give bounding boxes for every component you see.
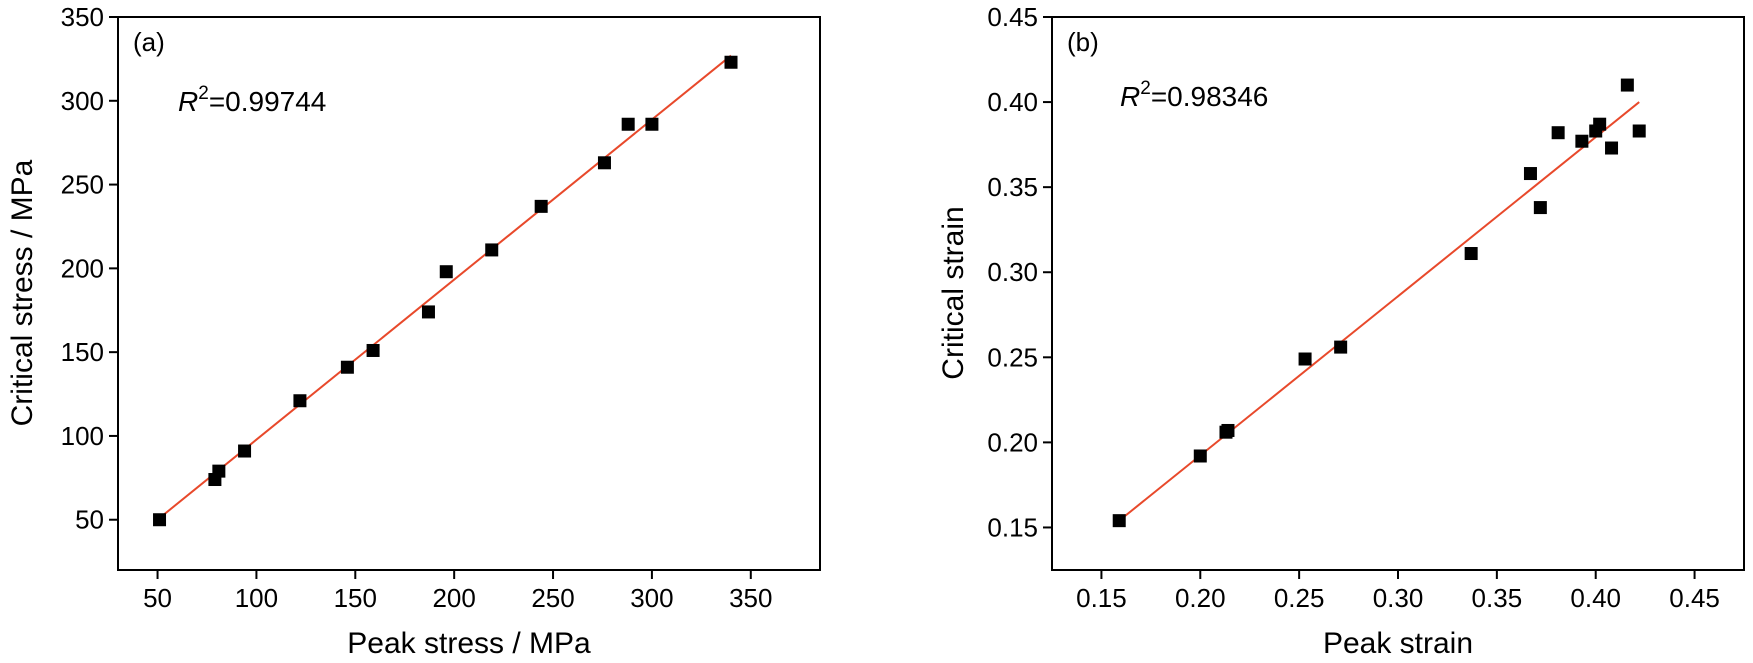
panel-a-fit-line xyxy=(158,54,732,519)
panel-b-data-point xyxy=(1620,78,1634,92)
panel-b-data-point xyxy=(1112,514,1126,528)
panel-a-r-exponent: 2 xyxy=(198,83,209,104)
panel-b-data-point xyxy=(1464,247,1478,261)
panel-b-y-tick-label: 0.40 xyxy=(987,87,1038,117)
panel-b-data-point xyxy=(1193,449,1207,463)
panel-a-r-value: =0.99744 xyxy=(209,86,327,117)
panel-b-data-point xyxy=(1523,167,1537,181)
panel-b-data-point xyxy=(1221,423,1235,437)
panel-b-x-axis-title: Peak strain xyxy=(1323,627,1473,660)
panel-b-data-point xyxy=(1551,126,1565,140)
panel-a-data-point xyxy=(439,265,453,279)
panel-a-x-tick-label: 150 xyxy=(334,583,377,613)
panel-a-data-point xyxy=(534,199,548,213)
panel-b-y-tick-label: 0.35 xyxy=(987,172,1038,202)
panel-a-stress: 50 100 150 200 250 300 350 50 100 150 200 250 300 35… xyxy=(6,2,821,660)
panel-b-r-symbol: R xyxy=(1120,81,1140,112)
panel-b-data-point xyxy=(1605,141,1619,155)
panel-a-y-tick-label: 100 xyxy=(61,421,104,451)
panel-a-x-tick-label: 350 xyxy=(729,583,772,613)
panel-a-y-axis-title: Critical stress / MPa xyxy=(6,159,39,426)
panel-b-data-point xyxy=(1298,352,1312,366)
panel-a-data-point xyxy=(212,464,226,478)
panel-a-data-point xyxy=(366,343,380,357)
panel-a-x-ticks: 50 100 150 200 250 300 350 xyxy=(143,570,772,613)
panel-b-data-point xyxy=(1334,340,1348,354)
panel-b-strain: 0.15 0.20 0.25 0.30 0.35 0.40 0.45 0.15 0.20 0.2… xyxy=(937,2,1745,660)
panel-a-x-tick-label: 50 xyxy=(143,583,172,613)
panel-b-x-tick-label: 0.30 xyxy=(1373,583,1424,613)
panel-a-y-tick-label: 300 xyxy=(61,86,104,116)
panel-b-r-squared: R2=0.98346 xyxy=(1120,78,1268,112)
panel-b-data-point xyxy=(1533,201,1547,215)
panel-a-fit-line-layer xyxy=(158,54,732,519)
panel-a-data-point xyxy=(238,444,252,458)
panel-a-y-tick-label: 200 xyxy=(61,253,104,283)
panel-b-data-point xyxy=(1575,134,1589,148)
panel-a-x-tick-label: 200 xyxy=(432,583,475,613)
panel-a-y-ticks: 50 100 150 200 250 300 350 xyxy=(61,2,118,535)
panel-b-y-tick-label: 0.25 xyxy=(987,342,1038,372)
panel-a-plot-frame xyxy=(117,16,821,571)
panel-a-data-point xyxy=(485,243,499,257)
panel-a-data-point xyxy=(340,360,354,374)
panel-a-data-point xyxy=(421,305,435,319)
panel-b-x-ticks: 0.15 0.20 0.25 0.30 0.35 0.40 0.45 xyxy=(1076,570,1720,613)
panel-b-y-axis-title: Critical strain xyxy=(937,206,970,379)
panel-a-y-tick-label: 250 xyxy=(61,170,104,200)
panel-b-y-ticks: 0.15 0.20 0.25 0.30 0.35 0.40 0.45 xyxy=(987,2,1052,542)
panel-a-r-symbol: R xyxy=(178,86,198,117)
panel-b-x-tick-label: 0.40 xyxy=(1570,583,1621,613)
panel-b-r-value: =0.98346 xyxy=(1151,81,1269,112)
panel-a-points-layer xyxy=(153,55,738,527)
panel-b-x-tick-label: 0.20 xyxy=(1175,583,1226,613)
panel-a-x-tick-label: 100 xyxy=(235,583,278,613)
panel-b-data-point xyxy=(1632,124,1646,138)
panel-a-label: (a) xyxy=(133,27,165,57)
panel-a-r-squared: R2=0.99744 xyxy=(178,83,326,117)
panel-a-y-tick-label: 50 xyxy=(75,505,104,535)
panel-a-data-point xyxy=(724,55,738,69)
panel-b-data-point xyxy=(1593,117,1607,131)
panel-a-y-tick-label: 350 xyxy=(61,2,104,32)
panel-b-r-exponent: 2 xyxy=(1140,78,1151,99)
panel-b-y-tick-label: 0.45 xyxy=(987,2,1038,32)
panel-a-data-point xyxy=(597,156,611,170)
panel-b-y-tick-label: 0.15 xyxy=(987,512,1038,542)
panel-a-x-tick-label: 250 xyxy=(531,583,574,613)
panel-a-data-point xyxy=(621,117,635,131)
panel-a-x-tick-label: 300 xyxy=(630,583,673,613)
panel-a-data-point xyxy=(153,513,167,527)
panel-a-x-axis-title: Peak stress / MPa xyxy=(347,627,591,660)
panel-a-y-tick-label: 150 xyxy=(61,337,104,367)
panel-b-y-tick-label: 0.30 xyxy=(987,257,1038,287)
panel-b-points-layer xyxy=(1112,78,1646,528)
panel-b-x-tick-label: 0.15 xyxy=(1076,583,1127,613)
panel-b-label: (b) xyxy=(1067,27,1099,57)
panel-a-data-point xyxy=(645,117,659,131)
panel-b-x-tick-label: 0.25 xyxy=(1274,583,1325,613)
panel-b-y-tick-label: 0.20 xyxy=(987,427,1038,457)
panel-b-x-tick-label: 0.35 xyxy=(1472,583,1523,613)
panel-a-data-point xyxy=(293,394,307,408)
panel-b-x-tick-label: 0.45 xyxy=(1669,583,1720,613)
